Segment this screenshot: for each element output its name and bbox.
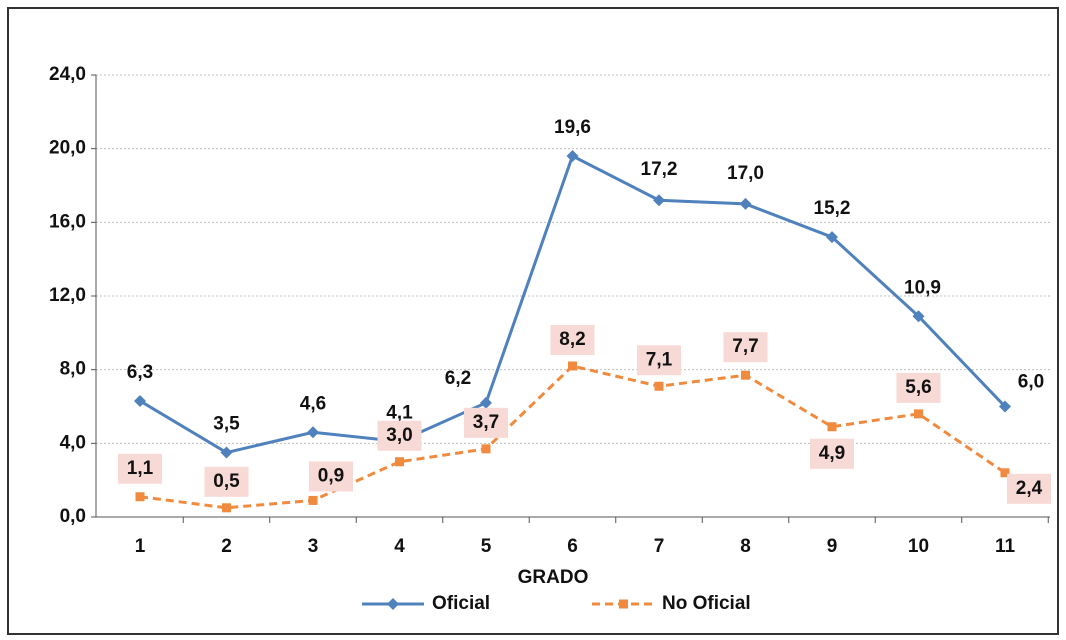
point — [568, 361, 577, 371]
data-label: 8,2 — [559, 329, 585, 350]
x-tick-label: 5 — [481, 536, 492, 557]
data-label-box — [723, 332, 768, 363]
x-tick-label: 8 — [740, 536, 751, 557]
x-tick-label: 7 — [654, 536, 665, 557]
data-label-box — [204, 466, 249, 497]
data-label: 4,1 — [386, 403, 413, 424]
legend-marker — [387, 598, 399, 610]
x-tick-label: 4 — [394, 536, 405, 557]
data-label-box — [896, 372, 941, 403]
point — [480, 396, 492, 409]
y-tick-label: 20,0 — [49, 138, 86, 159]
x-axis-label: GRADO — [518, 567, 589, 588]
y-tick-label: 4,0 — [60, 432, 86, 453]
data-label-box — [550, 324, 595, 355]
data-label: 5,6 — [905, 377, 931, 398]
y-tick-label: 0,0 — [60, 506, 86, 527]
point — [222, 503, 231, 513]
data-label: 7,1 — [646, 349, 673, 370]
x-tick-label: 6 — [567, 536, 578, 557]
data-label: 17,0 — [727, 163, 764, 184]
data-label: 7,7 — [732, 336, 758, 357]
point — [654, 381, 664, 391]
data-label: 17,2 — [641, 159, 678, 180]
point — [1000, 468, 1010, 478]
point — [827, 422, 837, 432]
data-label-box — [637, 345, 681, 376]
series-line — [139, 364, 1006, 510]
y-tick-label: 16,0 — [49, 211, 86, 232]
x-tick-label: 2 — [221, 536, 232, 557]
y-tick-label: 12,0 — [49, 285, 86, 306]
data-label: 6,3 — [127, 362, 153, 383]
point — [653, 194, 665, 207]
point — [134, 394, 146, 407]
data-label-box — [810, 438, 854, 469]
data-label: 3,5 — [213, 414, 240, 435]
y-tick-label: 8,0 — [60, 359, 86, 380]
point — [308, 495, 318, 505]
data-label-box — [1007, 473, 1051, 504]
data-label: 10,9 — [904, 277, 941, 298]
point — [912, 310, 925, 323]
chart-frame — [7, 7, 1059, 635]
x-tick-label: 1 — [135, 536, 146, 557]
point — [826, 231, 838, 244]
data-label: 15,2 — [814, 198, 851, 219]
data-label-box — [118, 453, 162, 484]
legend-label: No Oficial — [662, 593, 751, 614]
point — [566, 150, 579, 163]
x-tick-label: 10 — [908, 536, 929, 557]
x-tick-label: 3 — [308, 536, 319, 557]
data-label: 0,5 — [213, 471, 240, 492]
data-label: 4,9 — [819, 443, 845, 464]
data-label-box — [464, 407, 508, 438]
y-tick-label: 24,0 — [49, 64, 86, 85]
data-label: 6,2 — [445, 368, 471, 389]
point — [481, 444, 491, 454]
point — [135, 492, 145, 502]
point — [999, 400, 1011, 413]
data-label: 0,9 — [318, 465, 344, 486]
data-label: 3,7 — [473, 412, 499, 433]
data-label: 19,6 — [554, 117, 591, 138]
legend-marker — [619, 599, 628, 609]
x-tick-label: 11 — [995, 536, 1016, 557]
data-label-box — [309, 461, 353, 492]
x-tick-label: 9 — [827, 536, 838, 557]
point — [307, 426, 319, 439]
data-label: 3,0 — [386, 425, 412, 446]
data-label: 4,6 — [300, 393, 326, 414]
data-label: 2,4 — [1016, 478, 1043, 499]
point — [914, 409, 923, 419]
data-label: 1,1 — [127, 458, 154, 479]
point — [739, 197, 752, 210]
legend-label: Oficial — [432, 593, 490, 614]
point — [741, 370, 750, 380]
point — [395, 457, 404, 467]
data-label-box — [377, 420, 422, 451]
data-label: 6,0 — [1018, 372, 1044, 393]
point — [220, 446, 233, 459]
